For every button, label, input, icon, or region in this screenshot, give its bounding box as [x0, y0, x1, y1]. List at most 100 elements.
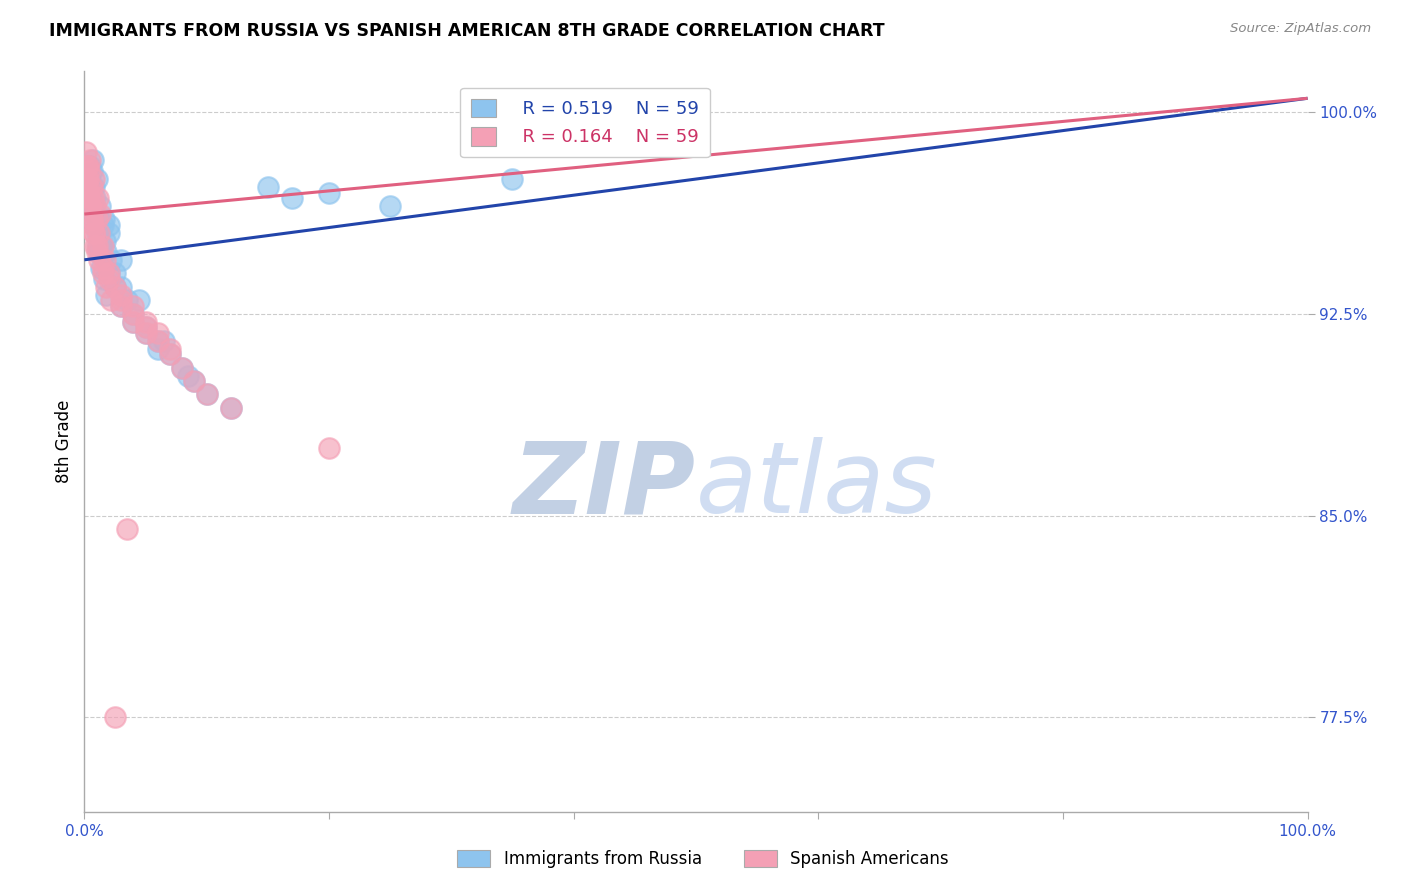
Point [87, 226, 110, 240]
Point [77, 164, 100, 178]
Y-axis label: 8th Grade: 8th Grade [55, 400, 73, 483]
Point [110, 299, 132, 313]
Point [122, 299, 145, 313]
Point [110, 293, 132, 308]
Point [79, 191, 101, 205]
Point [159, 347, 181, 361]
Point [122, 315, 145, 329]
Point [76, 172, 98, 186]
Point [135, 320, 157, 334]
Point [89, 207, 111, 221]
Point [257, 180, 280, 194]
Point [97, 266, 120, 280]
Point [93, 271, 115, 285]
Point [76, 199, 98, 213]
Point [195, 387, 218, 401]
Point [502, 172, 524, 186]
Point [79, 153, 101, 168]
Point [83, 172, 105, 186]
Point [77, 186, 100, 200]
Point [110, 299, 132, 313]
Point [94, 252, 117, 267]
Point [86, 212, 108, 227]
Point [135, 315, 157, 329]
Point [91, 239, 114, 253]
Point [77, 159, 100, 173]
Point [104, 279, 127, 293]
Point [110, 288, 132, 302]
Point [87, 212, 110, 227]
Point [318, 186, 340, 200]
Point [172, 360, 194, 375]
Point [90, 239, 112, 253]
Point [77, 186, 100, 200]
Point [153, 334, 176, 348]
Point [79, 199, 101, 213]
Point [84, 191, 107, 205]
Point [90, 260, 112, 275]
Point [77, 172, 100, 186]
Point [172, 360, 194, 375]
Point [77, 191, 100, 205]
Point [146, 342, 169, 356]
Point [80, 164, 103, 178]
Point [76, 159, 98, 173]
Point [135, 326, 157, 340]
Point [87, 239, 110, 253]
Point [104, 266, 127, 280]
Point [91, 218, 114, 232]
Text: Source: ZipAtlas.com: Source: ZipAtlas.com [1230, 22, 1371, 36]
Point [84, 199, 107, 213]
Point [87, 191, 110, 205]
Point [84, 239, 107, 253]
Point [83, 226, 105, 240]
Point [135, 326, 157, 340]
Point [159, 342, 181, 356]
Point [93, 212, 115, 227]
Point [83, 180, 105, 194]
Point [84, 207, 107, 221]
Point [183, 374, 205, 388]
Point [219, 401, 242, 415]
Point [100, 252, 122, 267]
Point [97, 271, 120, 285]
Point [110, 252, 132, 267]
Point [82, 191, 104, 205]
Point [380, 199, 402, 213]
Point [75, 145, 97, 160]
Point [79, 159, 101, 173]
Point [115, 522, 138, 536]
Point [86, 172, 108, 186]
Point [91, 260, 114, 275]
Point [80, 180, 103, 194]
Point [122, 315, 145, 329]
Point [87, 226, 110, 240]
Point [87, 252, 110, 267]
Point [80, 180, 103, 194]
Point [97, 218, 120, 232]
Point [97, 266, 120, 280]
Point [83, 226, 105, 240]
Point [79, 199, 101, 213]
Point [135, 320, 157, 334]
Point [159, 347, 181, 361]
Point [110, 279, 132, 293]
Point [177, 368, 200, 383]
Legend:   R = 0.519    N = 59,   R = 0.164    N = 59: R = 0.519 N = 59, R = 0.164 N = 59 [460, 87, 710, 157]
Point [82, 153, 104, 168]
Point [122, 307, 145, 321]
Point [104, 710, 127, 724]
Point [86, 239, 108, 253]
Text: atlas: atlas [696, 437, 938, 534]
Point [82, 199, 104, 213]
Point [77, 159, 100, 173]
Point [86, 226, 108, 240]
Point [83, 218, 105, 232]
Point [77, 172, 100, 186]
Point [82, 218, 104, 232]
Point [86, 244, 108, 259]
Point [100, 293, 122, 308]
Text: ZIP: ZIP [513, 437, 696, 534]
Point [281, 191, 304, 205]
Point [97, 226, 120, 240]
